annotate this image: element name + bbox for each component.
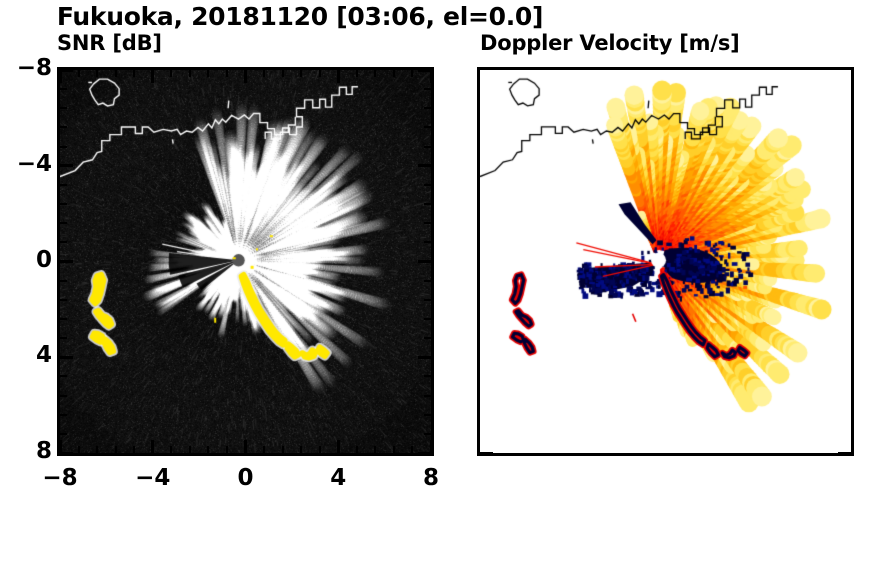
x-axis-label: −4 [135, 465, 171, 491]
x-axis-label: 4 [330, 465, 347, 491]
y-axis-label: 4 [35, 342, 52, 369]
doppler-panel-title: Doppler Velocity [m/s] [480, 31, 740, 55]
x-axis-label: 0 [237, 465, 254, 491]
y-axis-label: −4 [16, 150, 52, 177]
x-axis-label: −8 [42, 465, 78, 491]
snr-radar-image [60, 70, 431, 453]
doppler-radar-image [480, 70, 851, 453]
y-axis-label: 0 [35, 246, 52, 273]
x-axis-label: 8 [422, 465, 439, 491]
snr-panel-title: SNR [dB] [57, 31, 162, 55]
page-title: Fukuoka, 20181120 [03:06, el=0.0] [56, 2, 544, 31]
snr-plot-area[interactable] [57, 67, 434, 456]
doppler-plot-area[interactable] [477, 67, 854, 456]
y-axis-label: 8 [35, 438, 52, 464]
y-axis-label: −8 [16, 55, 52, 81]
